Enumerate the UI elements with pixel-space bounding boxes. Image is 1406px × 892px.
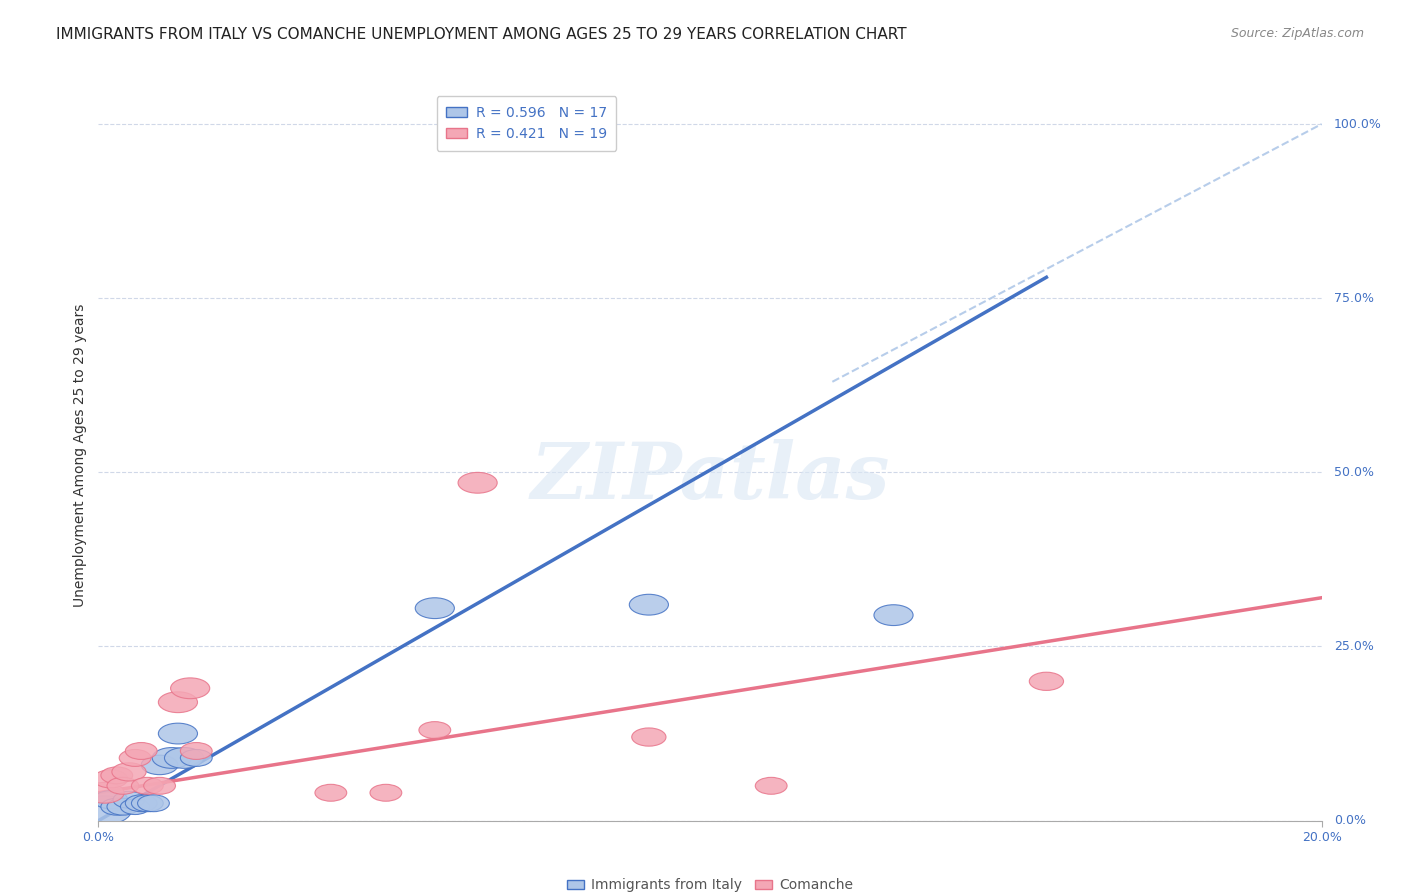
Ellipse shape [315,784,347,801]
Text: 75.0%: 75.0% [1334,292,1374,305]
Ellipse shape [101,767,132,784]
Ellipse shape [94,770,128,788]
Ellipse shape [107,777,139,794]
Text: 0.0%: 0.0% [1334,814,1365,827]
Ellipse shape [180,749,212,766]
Ellipse shape [165,747,204,768]
Legend: Immigrants from Italy, Comanche: Immigrants from Italy, Comanche [560,871,860,892]
Ellipse shape [112,791,145,808]
Ellipse shape [125,742,157,759]
Text: 50.0%: 50.0% [1334,466,1374,479]
Ellipse shape [125,795,157,812]
Y-axis label: Unemployment Among Ages 25 to 29 years: Unemployment Among Ages 25 to 29 years [73,303,87,607]
Text: ZIPatlas: ZIPatlas [530,439,890,515]
Ellipse shape [101,798,132,815]
Ellipse shape [631,728,666,746]
Ellipse shape [107,798,139,815]
Ellipse shape [77,796,131,824]
Ellipse shape [755,777,787,794]
Ellipse shape [170,678,209,698]
Text: IMMIGRANTS FROM ITALY VS COMANCHE UNEMPLOYMENT AMONG AGES 25 TO 29 YEARS CORRELA: IMMIGRANTS FROM ITALY VS COMANCHE UNEMPL… [56,27,907,42]
Ellipse shape [112,763,146,781]
Text: Source: ZipAtlas.com: Source: ZipAtlas.com [1230,27,1364,40]
Ellipse shape [94,790,128,809]
Ellipse shape [630,594,668,615]
Ellipse shape [159,723,197,744]
Ellipse shape [131,777,163,794]
Ellipse shape [180,742,212,759]
Ellipse shape [141,756,179,774]
Ellipse shape [138,795,169,812]
Ellipse shape [131,795,163,812]
Ellipse shape [415,598,454,618]
Ellipse shape [1029,673,1063,690]
Text: 25.0%: 25.0% [1334,640,1374,653]
Ellipse shape [121,799,150,814]
Ellipse shape [875,605,912,625]
Ellipse shape [120,749,150,766]
Ellipse shape [143,777,176,794]
Ellipse shape [159,692,197,713]
Ellipse shape [84,782,124,803]
Ellipse shape [152,747,191,768]
Ellipse shape [370,784,402,801]
Ellipse shape [458,473,498,493]
Ellipse shape [419,722,451,739]
Text: 100.0%: 100.0% [1334,118,1382,130]
